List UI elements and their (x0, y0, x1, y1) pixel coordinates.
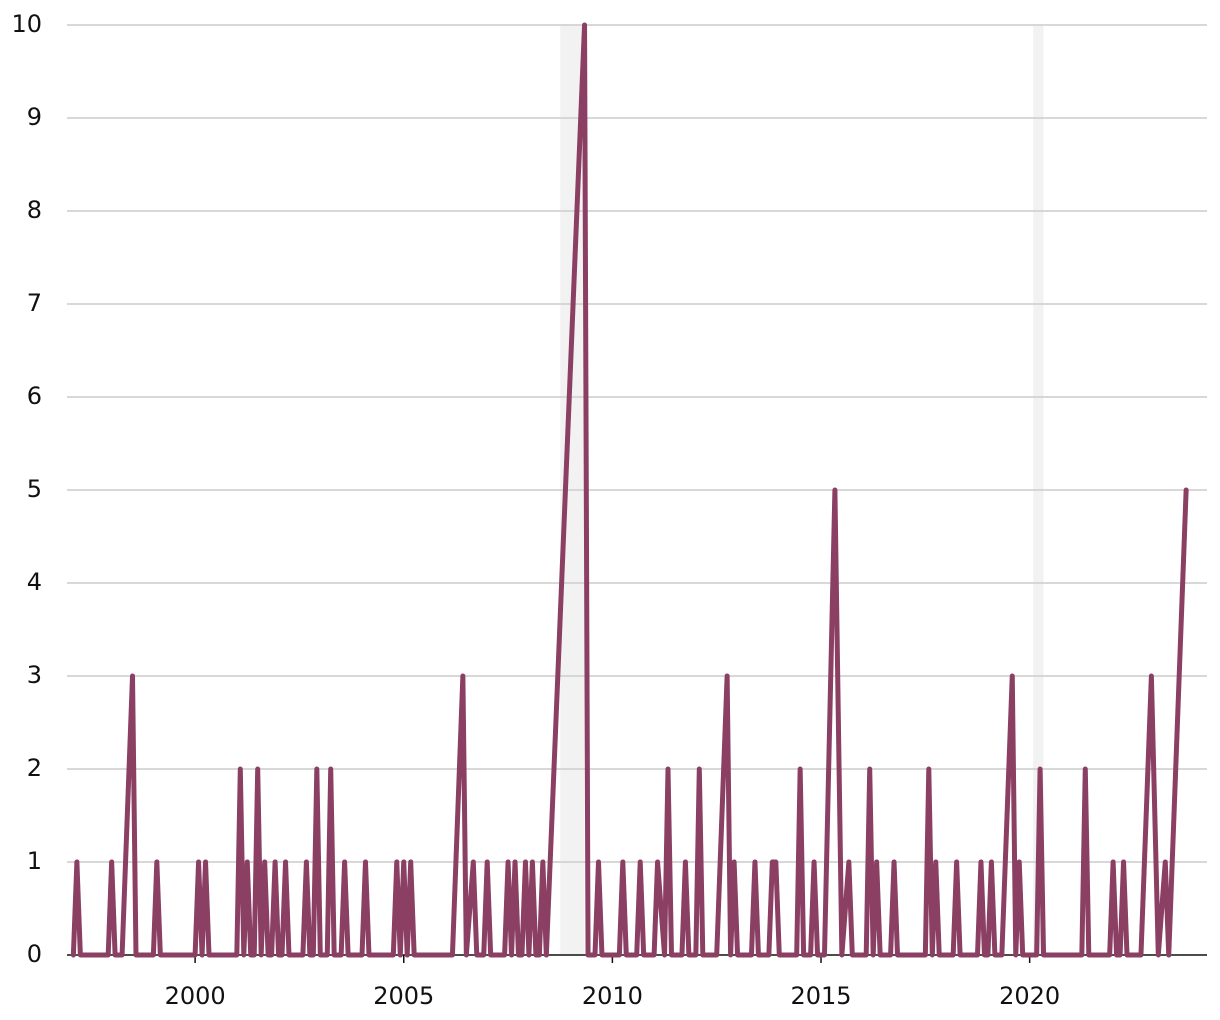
data-line (70, 22, 1189, 958)
y-tick-label: 0 (27, 940, 42, 968)
y-tick-label: 1 (27, 847, 42, 875)
x-tick-label: 2015 (790, 982, 851, 1010)
y-tick-label: 9 (27, 103, 42, 131)
x-tick-label: 2010 (582, 982, 643, 1010)
y-tick-label: 5 (27, 475, 42, 503)
y-tick-label: 2 (27, 754, 42, 782)
y-tick-label: 10 (11, 10, 42, 38)
y-tick-label: 3 (27, 661, 42, 689)
x-tick-label: 2005 (373, 982, 434, 1010)
x-tick-label: 2020 (999, 982, 1060, 1010)
y-tick-label: 8 (27, 196, 42, 224)
y-tick-label: 6 (27, 382, 42, 410)
y-tick-label: 4 (27, 568, 42, 596)
x-tick-label: 2000 (165, 982, 226, 1010)
y-tick-label: 7 (27, 289, 42, 317)
